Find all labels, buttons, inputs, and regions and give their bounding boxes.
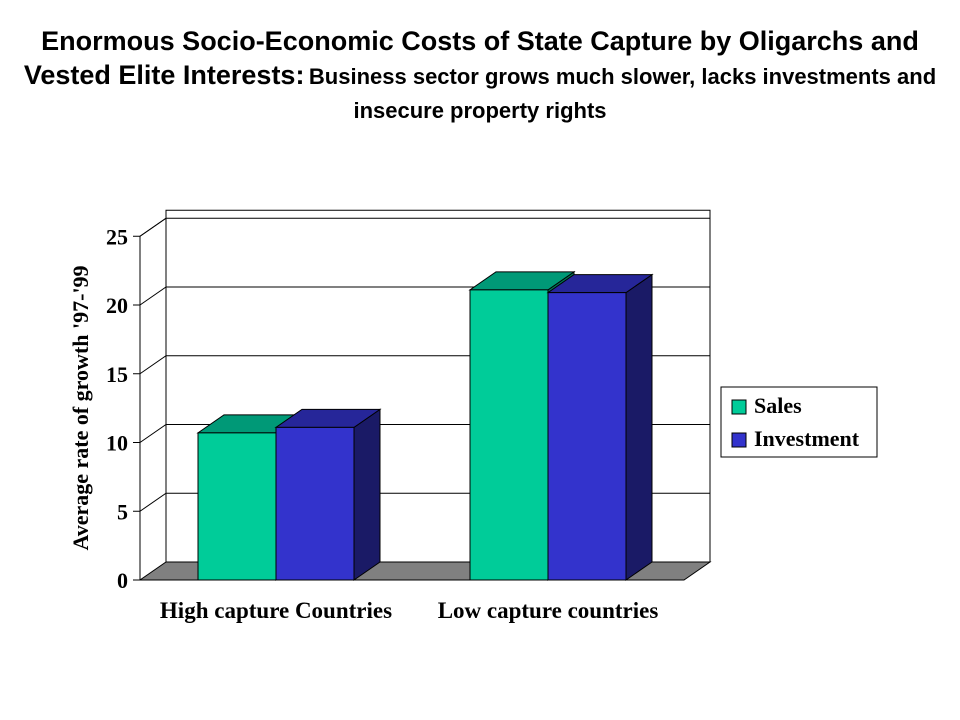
bar-sales-1	[469, 289, 549, 581]
bar-side	[353, 408, 381, 581]
chart-title: Enormous Socio-Economic Costs of State C…	[20, 24, 940, 128]
x-category-label: High capture Countries	[160, 598, 392, 623]
y-tick-label: 15	[106, 362, 128, 387]
y-tick-label: 5	[117, 499, 128, 524]
y-tick-label: 20	[106, 293, 128, 318]
legend-label-sales: Sales	[754, 393, 802, 418]
legend-swatch-sales	[731, 399, 747, 415]
y-tick-label: 0	[117, 568, 128, 593]
legend-label-investment: Investment	[754, 426, 860, 451]
y-axis-title: Average rate of growth '97-'99	[68, 265, 93, 550]
gridline	[139, 217, 710, 237]
title-sub: Business sector grows much slower, lacks…	[308, 64, 937, 123]
bar-side	[625, 273, 653, 581]
legend-swatch-investment	[731, 432, 747, 448]
x-category-label: Low capture countries	[438, 598, 659, 623]
bar-investment-0	[275, 426, 355, 581]
y-axis-top	[139, 217, 167, 237]
chart-back-wall	[165, 209, 711, 563]
title-main: Enormous Socio-Economic Costs of State C…	[23, 26, 919, 90]
y-tick-label: 25	[106, 224, 128, 249]
bar-sales-0	[197, 432, 277, 581]
legend-box	[720, 386, 878, 458]
bar-investment-1	[547, 292, 627, 581]
y-tick-label: 10	[106, 431, 128, 456]
